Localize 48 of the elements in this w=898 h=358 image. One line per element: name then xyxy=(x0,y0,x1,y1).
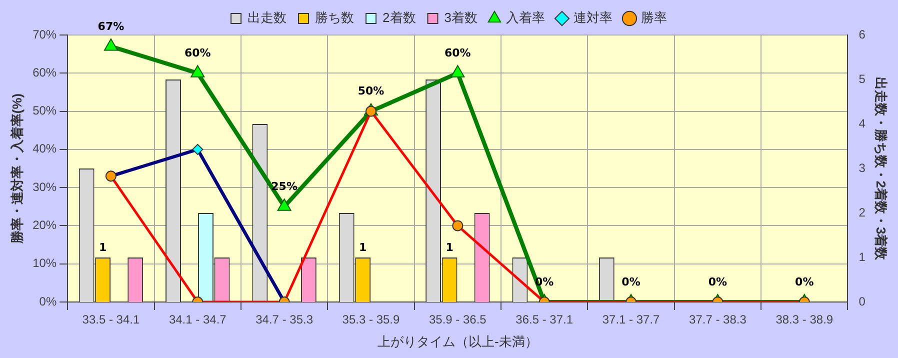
y-tick-label: 40% xyxy=(32,142,57,156)
y2-axis-title: 出走数・勝ち数・2着数・3着数 xyxy=(874,76,889,262)
y2-tick-label: 2 xyxy=(858,205,866,220)
y-tick-label: 70% xyxy=(32,27,57,42)
y2-tick-label: 1 xyxy=(858,250,866,264)
y2-tick-label: 4 xyxy=(858,116,866,130)
y-tick-label: 0% xyxy=(39,294,57,308)
y2-tick-label: 3 xyxy=(858,160,866,175)
legend-label: 入着率 xyxy=(506,10,545,26)
data-label: 0% xyxy=(795,275,814,288)
y2-tick-label: 6 xyxy=(858,27,866,42)
data-label: 1 xyxy=(446,240,454,254)
data-label: 1 xyxy=(359,240,367,254)
y-axis-title: 勝率・連対率・入着率(%) xyxy=(9,93,24,245)
x-tick-label: 34.1 - 34.7 xyxy=(168,312,227,327)
y-tick-label: 10% xyxy=(32,256,57,270)
data-label: 60% xyxy=(184,46,211,60)
x-tick-label: 35.3 - 35.9 xyxy=(342,312,400,327)
y-tick-label: 50% xyxy=(32,104,57,118)
data-label: 0% xyxy=(622,275,640,288)
point xyxy=(450,65,465,78)
data-label: 0% xyxy=(708,275,728,288)
y2-tick-label: 0 xyxy=(858,294,866,308)
y2-tick-label: 5 xyxy=(858,72,866,86)
x-tick-label: 35.9 - 36.5 xyxy=(428,312,487,327)
point xyxy=(190,65,205,78)
x-tick-label: 34.7 - 35.3 xyxy=(256,312,314,327)
legend-label: 2着数 xyxy=(382,10,416,26)
point xyxy=(104,38,118,51)
x-tick-label: 37.7 - 38.3 xyxy=(689,312,747,327)
x-tick-label: 36.5 - 37.1 xyxy=(516,312,574,327)
point xyxy=(277,198,292,211)
legend-label: 連対率 xyxy=(573,10,612,26)
y-tick-label: 60% xyxy=(32,65,57,80)
data-label: 50% xyxy=(358,84,384,98)
legend-label: 勝率 xyxy=(640,10,667,26)
x-tick-label: 37.1 - 37.7 xyxy=(602,312,660,327)
x-axis-title: 上がりタイム（以上-未満） xyxy=(378,334,538,349)
data-label: 1 xyxy=(99,240,107,254)
y-tick-label: 20% xyxy=(32,218,57,232)
data-label: 60% xyxy=(444,46,471,60)
x-tick-label: 33.5 - 34.1 xyxy=(82,312,140,327)
y-tick-label: 30% xyxy=(32,180,57,194)
x-tick-label: 38.3 - 38.9 xyxy=(776,312,834,327)
legend-label: 出走数 xyxy=(248,10,287,26)
data-label: 67% xyxy=(98,20,124,33)
legend-label: 3着数 xyxy=(444,10,478,26)
legend-label: 勝ち数 xyxy=(315,10,354,26)
